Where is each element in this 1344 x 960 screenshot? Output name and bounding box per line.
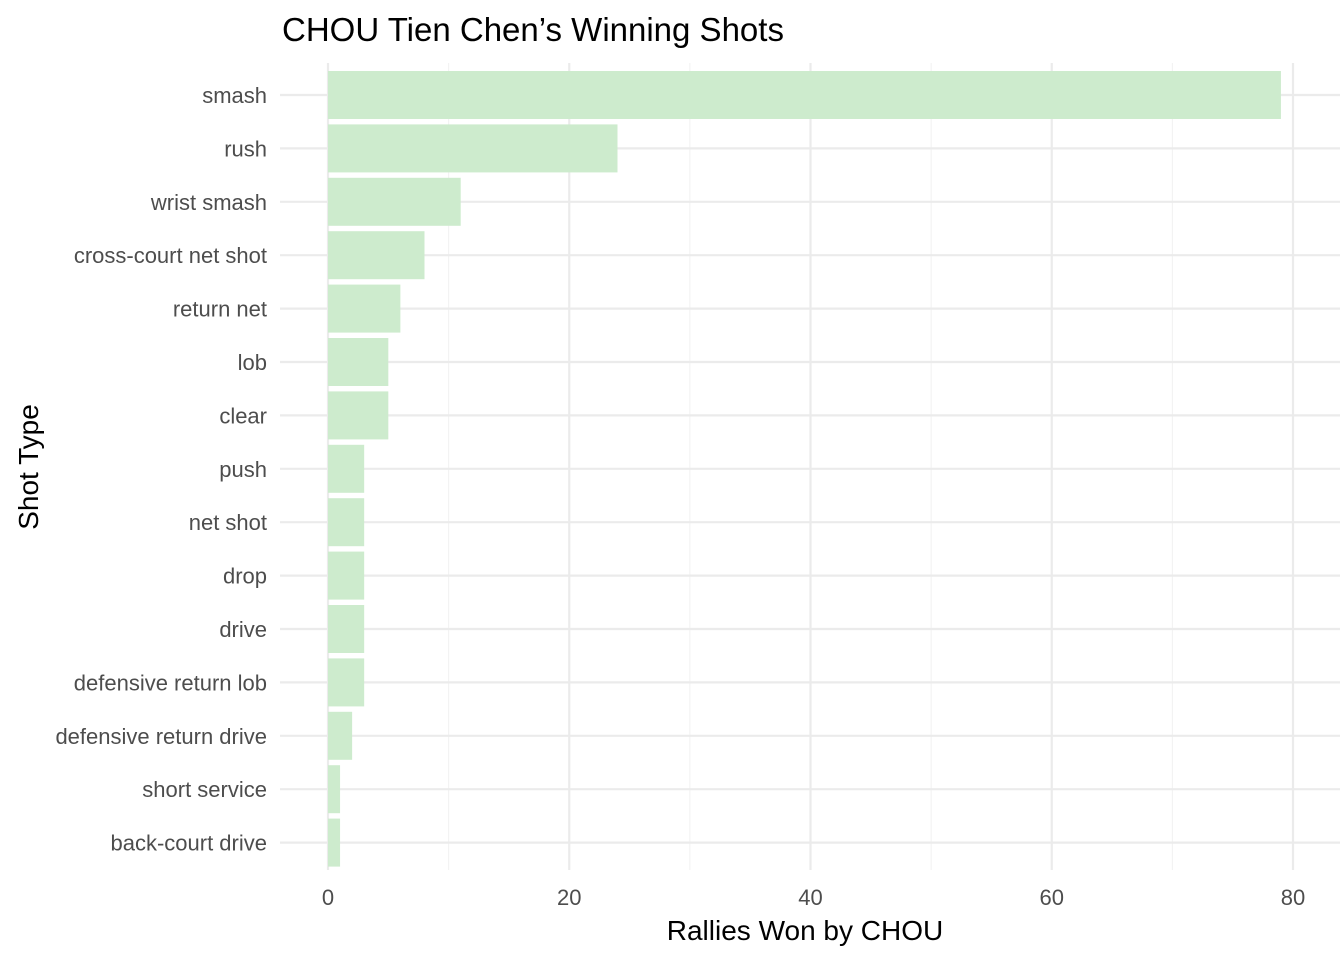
bar-defensive-return-lob	[328, 658, 365, 707]
y-tick-label: push	[219, 457, 267, 482]
bar-net-shot	[328, 498, 365, 547]
y-tick-label: wrist smash	[150, 190, 267, 215]
bar-drive	[328, 605, 365, 653]
y-tick-label: net shot	[189, 510, 267, 535]
x-axis-title: Rallies Won by CHOU	[667, 915, 943, 946]
x-tick-label: 0	[322, 885, 334, 910]
y-tick-label: smash	[202, 83, 267, 108]
x-tick-label: 60	[1040, 885, 1064, 910]
bar-wrist-smash	[328, 177, 461, 226]
bar-rush	[328, 124, 618, 173]
y-tick-label: clear	[219, 403, 267, 428]
y-tick-label: cross-court net shot	[74, 243, 267, 268]
y-axis-title: Shot Type	[13, 404, 44, 530]
x-tick-label: 80	[1281, 885, 1305, 910]
y-tick-label: short service	[142, 777, 267, 802]
x-tick-label: 20	[557, 885, 581, 910]
bars-group	[328, 71, 1281, 867]
y-tick-label: drive	[219, 617, 267, 642]
y-tick-label: drop	[223, 564, 267, 589]
bar-cross-court-net-shot	[328, 231, 425, 280]
y-tick-label: return net	[173, 297, 267, 322]
y-tick-labels: smash rush wrist smash cross-court net shot…	[55, 83, 267, 856]
bar-defensive-return-drive	[328, 711, 353, 760]
bar-smash	[328, 71, 1281, 119]
bar-short-service	[328, 765, 341, 814]
y-tick-label: back-court drive	[110, 831, 267, 856]
y-tick-label: rush	[224, 136, 267, 161]
chart-title: CHOU Tien Chen’s Winning Shots	[282, 11, 784, 48]
y-tick-label: defensive return lob	[74, 670, 267, 695]
bar-drop	[328, 551, 365, 600]
x-tick-labels: 0 20 40 60 80	[322, 885, 1305, 910]
bar-lob	[328, 338, 389, 386]
y-tick-label: lob	[238, 350, 267, 375]
bar-back-court-drive	[328, 818, 341, 867]
x-tick-label: 40	[798, 885, 822, 910]
bar-return-net	[328, 284, 401, 333]
bar-push	[328, 444, 365, 493]
bar-clear	[328, 391, 389, 440]
y-tick-label: defensive return drive	[55, 724, 267, 749]
